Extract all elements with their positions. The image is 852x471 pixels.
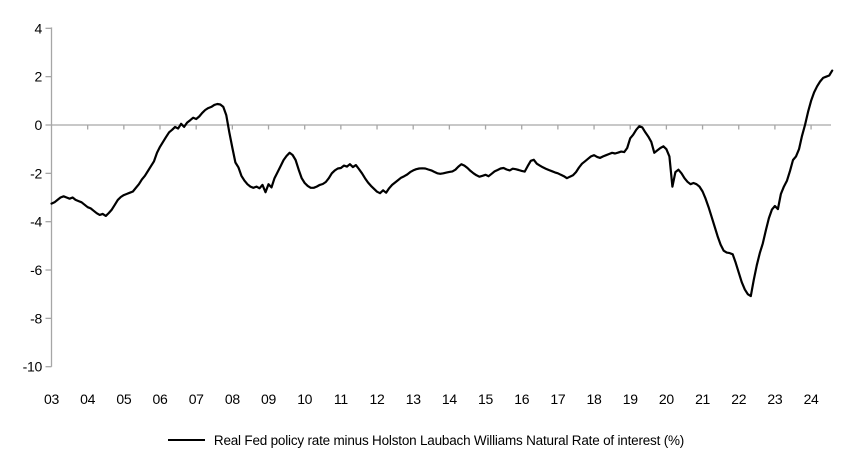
x-axis-label: 13 [406,391,421,407]
y-axis-label: -8 [30,310,42,326]
legend: Real Fed policy rate minus Holston Lauba… [0,426,852,454]
x-axis-label: 09 [261,391,276,407]
x-axis-label: 12 [370,391,385,407]
x-axis-label: 17 [550,391,565,407]
x-axis-label: 24 [804,391,819,407]
x-axis-label: 11 [334,391,348,407]
x-axis-label: 07 [189,391,204,407]
x-axis-label: 03 [44,391,59,407]
data-line [50,69,834,298]
y-axis-label: -10 [23,359,43,375]
x-axis-label: 14 [442,391,457,407]
x-axis-label: 21 [695,391,710,407]
x-axis-label: 04 [80,391,95,407]
y-axis-label: -2 [30,165,42,181]
x-axis-label: 10 [297,391,312,407]
x-axis-label: 23 [767,391,782,407]
y-axis-label: 2 [35,69,43,85]
x-axis-label: 06 [153,391,168,407]
y-axis-label: -4 [30,214,42,230]
x-axis-label: 20 [659,391,674,407]
legend-line-swatch [167,439,205,441]
x-axis-label: 15 [478,391,493,407]
x-axis-label: 05 [116,391,131,407]
x-axis-label: 08 [225,391,240,407]
x-axis-label: 19 [623,391,638,407]
y-axis-label: -6 [30,262,42,278]
x-axis-label: 18 [587,391,602,407]
x-axis-label: 22 [731,391,746,407]
legend-label: Real Fed policy rate minus Holston Lauba… [213,432,685,448]
x-axis-label: 16 [514,391,529,407]
y-axis-label: 0 [35,117,43,133]
y-axis-label: 4 [35,20,43,36]
